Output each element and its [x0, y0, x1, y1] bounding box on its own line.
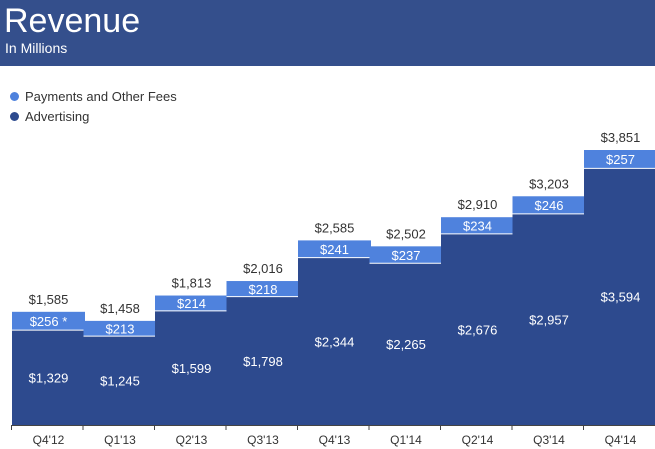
total-value-label: $3,851: [601, 130, 641, 145]
payments-bar: [369, 246, 443, 264]
advertising-value-label: $1,245: [100, 374, 140, 389]
advertising-bar: [369, 263, 443, 425]
legend-advertising-dot-icon: [10, 111, 19, 121]
legend-payments-dot-icon: [10, 91, 19, 101]
advertising-bar: [155, 310, 228, 425]
payments-value-label: $234: [463, 219, 492, 234]
advertising-value-label: $1,599: [172, 361, 212, 376]
advertising-value-label: $2,676: [458, 322, 498, 337]
payments-bar: [441, 217, 514, 234]
payments-bar: [155, 295, 228, 311]
payments-value-label: $241: [320, 242, 349, 257]
x-tick-label: Q1'13: [104, 433, 136, 447]
x-tick-label: Q2'14: [462, 433, 494, 447]
advertising-value-label: $3,594: [601, 290, 641, 305]
total-value-label: $2,910: [458, 197, 498, 212]
payments-value-label: $213: [106, 321, 135, 336]
payments-value-label: $246: [535, 198, 564, 213]
x-tick-label: Q3'13: [247, 433, 279, 447]
advertising-value-label: $2,265: [386, 337, 426, 352]
payments-bar: [12, 311, 85, 331]
chart-title: Revenue: [4, 2, 141, 40]
legend-item-payments: Payments and Other Fees: [10, 86, 177, 106]
advertising-value-label: $1,798: [243, 354, 283, 369]
advertising-bar: [226, 296, 300, 425]
total-value-label: $1,458: [100, 301, 140, 316]
payments-bar: [298, 240, 371, 258]
x-tick-label: Q4'12: [33, 433, 65, 447]
total-value-label: $2,016: [243, 261, 283, 276]
advertising-bar: [584, 168, 655, 426]
payments-bar: [83, 320, 157, 337]
payments-bar: [584, 150, 655, 169]
legend: Payments and Other Fees Advertising: [10, 86, 177, 126]
total-value-label: $3,203: [529, 176, 569, 191]
payments-bar: [512, 196, 586, 214]
total-value-label: $2,502: [386, 226, 426, 241]
total-value-label: $1,813: [172, 276, 212, 291]
chart-subtitle: In Millions: [5, 40, 68, 56]
total-value-label: $1,585: [29, 292, 69, 307]
advertising-value-label: $1,329: [29, 371, 69, 386]
payments-value-label: $257: [606, 152, 635, 167]
payments-value-label: $214: [177, 296, 206, 311]
advertising-value-label: $2,957: [529, 312, 569, 327]
legend-advertising-label: Advertising: [25, 108, 90, 124]
advertising-value-label: $2,344: [315, 334, 355, 349]
legend-payments-label: Payments and Other Fees: [25, 88, 177, 104]
legend-item-advertising: Advertising: [10, 106, 177, 126]
payments-bar: [226, 281, 300, 297]
advertising-bar: [12, 330, 85, 425]
payments-value-label: $237: [392, 248, 421, 263]
chart-header: Revenue In Millions: [0, 0, 655, 66]
advertising-bar: [298, 257, 371, 425]
advertising-bar: [83, 336, 157, 425]
total-value-label: $2,585: [315, 220, 355, 235]
x-tick-label: Q4'13: [319, 433, 351, 447]
x-tick-label: Q1'14: [390, 433, 422, 447]
payments-value-label: $256 *: [30, 314, 68, 329]
x-tick-label: Q4'14: [605, 433, 637, 447]
x-tick-label: Q2'13: [176, 433, 208, 447]
advertising-bar: [512, 213, 586, 425]
advertising-bar: [441, 233, 514, 425]
payments-value-label: $218: [249, 282, 278, 297]
x-tick-label: Q3'14: [533, 433, 565, 447]
